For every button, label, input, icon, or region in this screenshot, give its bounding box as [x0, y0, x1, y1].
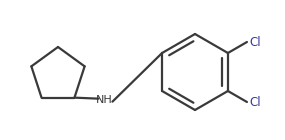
Text: NH: NH [96, 95, 113, 105]
Text: Cl: Cl [249, 95, 260, 108]
Text: Cl: Cl [249, 36, 260, 48]
